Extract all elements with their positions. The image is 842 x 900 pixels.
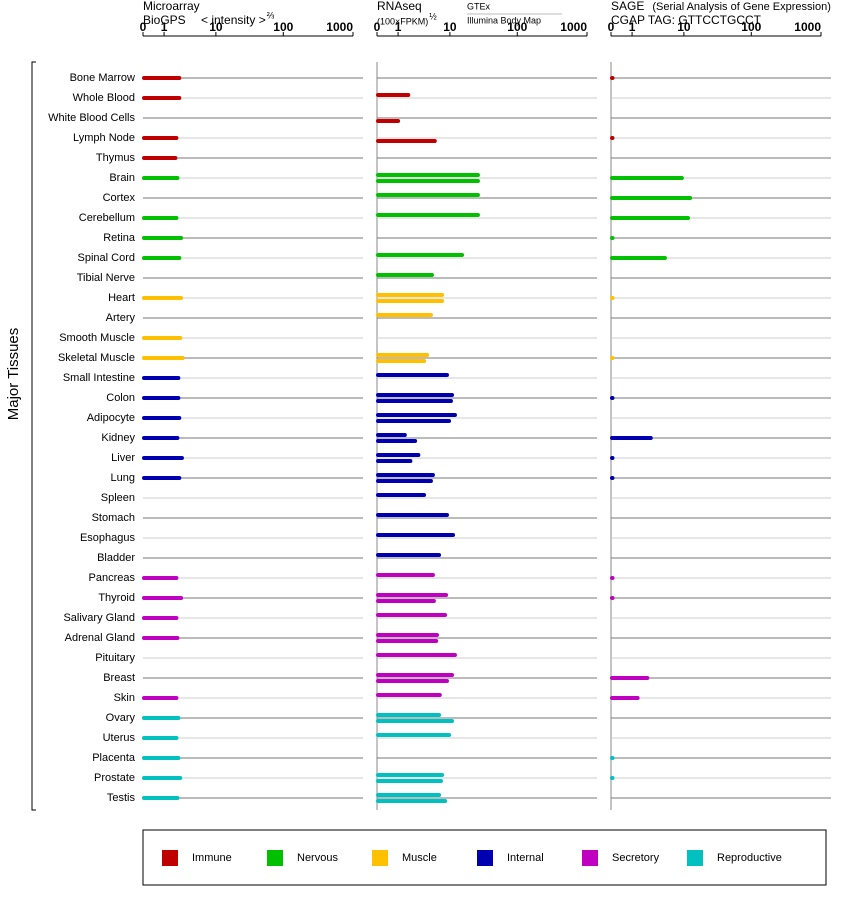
tissue-label: Prostate bbox=[94, 772, 135, 784]
tissue-label: Cortex bbox=[103, 192, 136, 204]
tissue-label: Spleen bbox=[101, 492, 135, 504]
tissue-label: Bladder bbox=[97, 552, 135, 564]
tissue-label: Thyroid bbox=[98, 592, 135, 604]
tissue-label: Bone Marrow bbox=[70, 72, 135, 84]
x-tick-label: 1000 bbox=[326, 20, 353, 34]
tissue-label: Skin bbox=[114, 692, 135, 704]
tissue-label: Artery bbox=[106, 312, 136, 324]
tissue-label: Ovary bbox=[106, 712, 136, 724]
legend-swatch bbox=[372, 850, 388, 866]
x-tick-label: 0 bbox=[608, 20, 615, 34]
tissue-label: White Blood Cells bbox=[48, 112, 135, 124]
axis-exponent: ½ bbox=[429, 11, 437, 21]
legend-label: Internal bbox=[507, 852, 544, 864]
legend-swatch bbox=[162, 850, 178, 866]
tissue-label: Placenta bbox=[92, 752, 136, 764]
x-tick-label: 1 bbox=[629, 20, 636, 34]
legend-label: Muscle bbox=[402, 852, 437, 864]
tissue-label: Retina bbox=[103, 232, 136, 244]
axis-exponent: ⅔ bbox=[267, 10, 275, 20]
tissue-label: Adrenal Gland bbox=[65, 632, 135, 644]
tissue-label: Liver bbox=[111, 452, 135, 464]
tissue-label: Uterus bbox=[103, 732, 136, 744]
y-axis-label: Major Tissues bbox=[5, 328, 22, 421]
legend-swatch bbox=[687, 850, 703, 866]
axis-label: (100×FPKM) bbox=[377, 16, 428, 26]
tissue-label: Testis bbox=[107, 792, 136, 804]
x-tick-label: 100 bbox=[741, 20, 761, 34]
x-tick-label: 1 bbox=[395, 20, 402, 34]
tissue-label: Breast bbox=[103, 672, 135, 684]
tissue-label: Heart bbox=[108, 292, 135, 304]
tissue-label: Cerebellum bbox=[79, 212, 135, 224]
series-legend: Illumina Body Map bbox=[467, 15, 541, 25]
x-tick-label: 1000 bbox=[560, 20, 587, 34]
legend-label: Nervous bbox=[297, 852, 338, 864]
bracket bbox=[31, 61, 36, 811]
panel-source: BioGPS bbox=[143, 13, 186, 27]
tissue-label: Colon bbox=[106, 392, 135, 404]
legend-swatch bbox=[477, 850, 493, 866]
legend-label: Reproductive bbox=[717, 852, 782, 864]
tissue-label: Kidney bbox=[101, 432, 135, 444]
panel-title: Microarray bbox=[143, 0, 200, 13]
tissue-label: Small Intestine bbox=[63, 372, 135, 384]
tissue-label: Adipocyte bbox=[87, 412, 135, 424]
tissue-label: Thymus bbox=[96, 152, 136, 164]
tissue-label: Brain bbox=[109, 172, 135, 184]
panel-subtitle: (Serial Analysis of Gene Expression) bbox=[652, 1, 831, 13]
tissue-label: Spinal Cord bbox=[78, 252, 135, 264]
panel-source: CGAP TAG: GTTCCTGCCT bbox=[611, 13, 762, 27]
axis-label: < intensity > bbox=[201, 13, 266, 27]
panel-title: RNAseq bbox=[377, 0, 422, 13]
panel-title: SAGE bbox=[611, 0, 644, 13]
legend-swatch bbox=[267, 850, 283, 866]
tissue-label: Pituitary bbox=[95, 652, 135, 664]
tissue-label: Whole Blood bbox=[73, 92, 135, 104]
x-tick-label: 100 bbox=[507, 20, 527, 34]
x-tick-label: 1000 bbox=[794, 20, 821, 34]
tissue-label: Salivary Gland bbox=[63, 612, 135, 624]
tissue-label: Tibial Nerve bbox=[77, 272, 135, 284]
tissue-label: Skeletal Muscle bbox=[58, 352, 135, 364]
tissue-label: Pancreas bbox=[89, 572, 136, 584]
legend-box bbox=[142, 829, 827, 886]
x-tick-label: 10 bbox=[209, 20, 223, 34]
tissue-label: Lung bbox=[111, 472, 135, 484]
x-tick-label: 0 bbox=[140, 20, 147, 34]
tissue-label: Lymph Node bbox=[73, 132, 135, 144]
x-tick-label: 0 bbox=[374, 20, 381, 34]
legend-swatch bbox=[582, 850, 598, 866]
x-tick-label: 10 bbox=[677, 20, 691, 34]
tissue-label: Stomach bbox=[92, 512, 135, 524]
series-legend: GTEx bbox=[467, 1, 491, 11]
x-tick-label: 100 bbox=[273, 20, 293, 34]
legend-label: Secretory bbox=[612, 852, 660, 864]
legend-label: Immune bbox=[192, 852, 232, 864]
tissue-label: Esophagus bbox=[80, 532, 136, 544]
x-tick-label: 1 bbox=[161, 20, 168, 34]
tissue-label: Smooth Muscle bbox=[59, 332, 135, 344]
x-tick-label: 10 bbox=[443, 20, 457, 34]
